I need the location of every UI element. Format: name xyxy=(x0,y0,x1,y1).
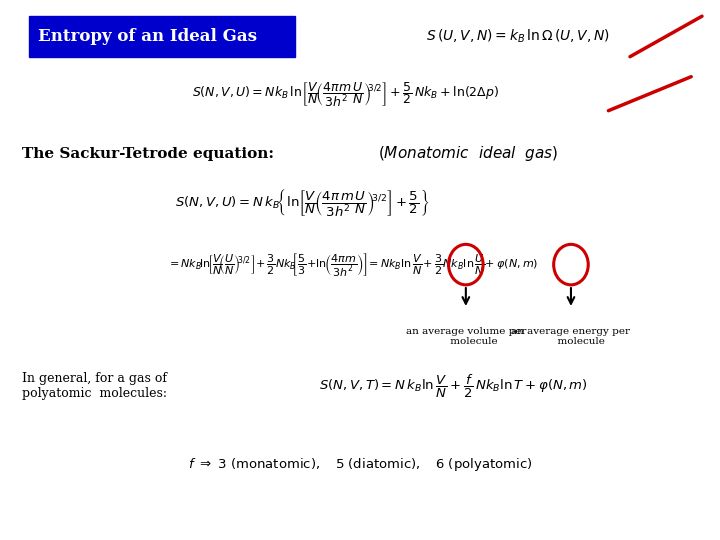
Text: $S(N,V,U) = Nk_B\,\ln\!\left[\dfrac{V}{N}\!\left(\dfrac{4\pi m}{3h^2}\dfrac{U}{N: $S(N,V,U) = Nk_B\,\ln\!\left[\dfrac{V}{N… xyxy=(192,80,499,109)
Text: In general, for a gas of
polyatomic  molecules:: In general, for a gas of polyatomic mole… xyxy=(22,372,166,400)
Text: $S\,(U,V,N) = k_B\,\ln\Omega\,(U,V,N)$: $S\,(U,V,N) = k_B\,\ln\Omega\,(U,V,N)$ xyxy=(426,28,611,45)
Text: $S(N,V,T) = N\,k_B\ln\dfrac{V}{N} + \dfrac{f}{2}\,Nk_B\ln T + \varphi(N,m)$: $S(N,V,T) = N\,k_B\ln\dfrac{V}{N} + \dfr… xyxy=(319,373,588,400)
Text: an average volume per
     molecule: an average volume per molecule xyxy=(405,327,526,346)
Text: an average energy per
      molecule: an average energy per molecule xyxy=(511,327,631,346)
Text: $f\ \Rightarrow\ 3\ \mathrm{(monatomic)},\ \ \ 5\ \mathrm{(diatomic)},\ \ \ 6\ \: $f\ \Rightarrow\ 3\ \mathrm{(monatomic)}… xyxy=(188,456,532,473)
Text: $\mathit{(Monatomic\ \ ideal\ \ gas)}$: $\mathit{(Monatomic\ \ ideal\ \ gas)}$ xyxy=(378,144,558,164)
Text: $S(N,V,U) = N\,k_B\!\left\{\ln\!\left[\dfrac{V}{N}\!\left(\dfrac{4\pi\,m}{3h^2}\: $S(N,V,U) = N\,k_B\!\left\{\ln\!\left[\d… xyxy=(176,187,429,218)
FancyBboxPatch shape xyxy=(29,16,295,57)
Text: Entropy of an Ideal Gas: Entropy of an Ideal Gas xyxy=(38,28,257,45)
Text: $=Nk_B\!\ln\!\!\left[\dfrac{V}{N}\!\!\left(\dfrac{U}{N}\right)^{\!\!3/2}\right]\: $=Nk_B\!\ln\!\!\left[\dfrac{V}{N}\!\!\le… xyxy=(167,251,539,278)
Text: The Sackur-Tetrode equation:: The Sackur-Tetrode equation: xyxy=(22,147,274,161)
